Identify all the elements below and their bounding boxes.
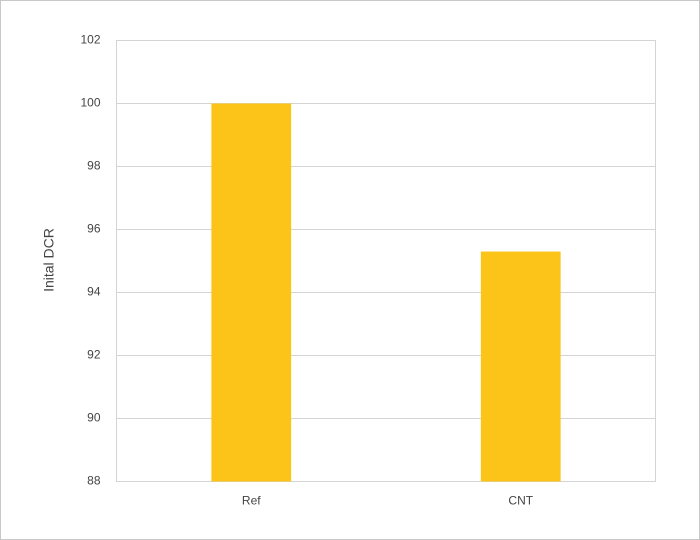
y-tick-label: 100 (80, 96, 100, 110)
y-tick-label: 102 (80, 33, 100, 47)
x-tick-label: Ref (242, 494, 261, 508)
y-tick-label: 96 (87, 222, 101, 236)
bar (211, 103, 292, 482)
y-tick-label: 94 (87, 285, 101, 299)
y-tick-label: 88 (87, 474, 101, 488)
y-tick-label: 98 (87, 159, 101, 173)
y-tick-label: 92 (87, 348, 101, 362)
bar (480, 251, 561, 482)
y-axis-label: Inital DCR (41, 228, 57, 292)
x-tick-label: CNT (508, 494, 533, 508)
y-tick-label: 90 (87, 411, 101, 425)
